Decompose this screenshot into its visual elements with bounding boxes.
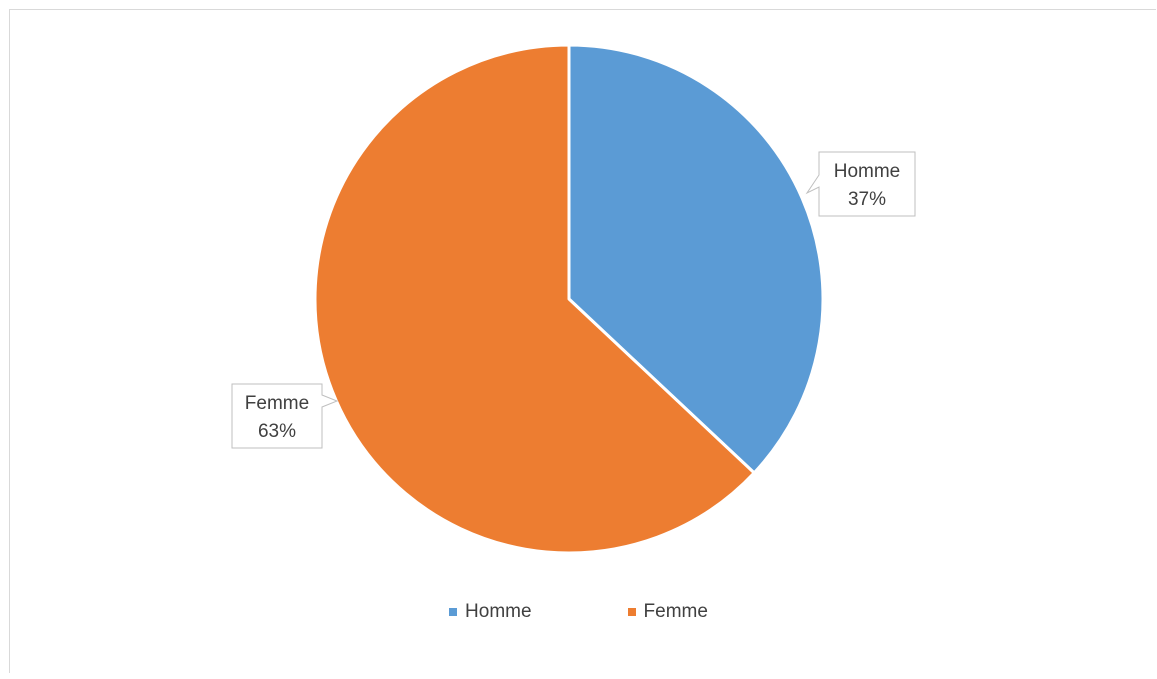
data-label-percent-femme: 63% <box>258 421 296 442</box>
pie-slices <box>313 43 825 555</box>
pie-slice-homme <box>567 43 825 475</box>
data-label-category-femme: Femme <box>245 393 309 414</box>
pie-data-labels: Homme 37% Femme 63% <box>231 151 916 449</box>
data-label-category-homme: Homme <box>834 161 901 182</box>
pie-chart: Homme 37% Femme 63% <box>231 43 916 555</box>
data-label-homme: Homme 37% <box>805 151 916 217</box>
legend-item-homme: Homme <box>449 601 532 623</box>
chart-area: Homme 37% Femme 63% <box>9 9 1156 673</box>
data-label-femme: Femme 63% <box>231 383 339 449</box>
legend-item-femme: Femme <box>627 601 708 623</box>
legend-label-femme: Femme <box>643 601 708 622</box>
data-label-box-homme <box>805 151 916 217</box>
pie-slice-femme <box>313 43 756 555</box>
data-label-percent-homme: 37% <box>848 189 886 210</box>
data-label-box-femme <box>231 383 339 449</box>
legend-swatch-homme <box>449 608 458 616</box>
legend: Homme Femme <box>0 601 1157 623</box>
legend-label-homme: Homme <box>465 601 532 622</box>
legend-swatch-femme <box>627 608 636 616</box>
